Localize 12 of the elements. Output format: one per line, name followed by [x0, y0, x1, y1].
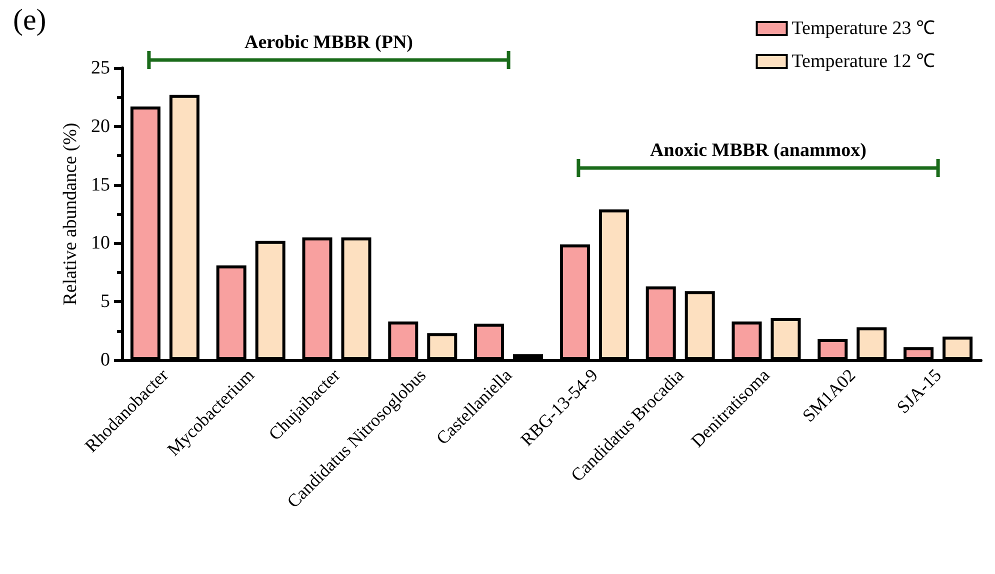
annotation: Anoxic MBBR (anammox)	[650, 140, 866, 162]
chart-title: (e)	[13, 4, 46, 36]
y-axis-title: Relative abundance (%)	[60, 122, 82, 306]
y-tick-label: 5	[100, 291, 110, 312]
legend-label: Temperature 12 ℃	[792, 51, 936, 72]
y-tick-label: 15	[91, 174, 110, 196]
y-tick-label: 20	[91, 116, 110, 137]
y-tick-label: 0	[100, 350, 110, 370]
y-tick-label: 10	[91, 232, 110, 254]
text: Aerobic MBBR (PN)	[244, 32, 414, 54]
y-tick-label: 25	[91, 58, 110, 78]
legend-label: Temperature 23 ℃	[792, 18, 936, 39]
